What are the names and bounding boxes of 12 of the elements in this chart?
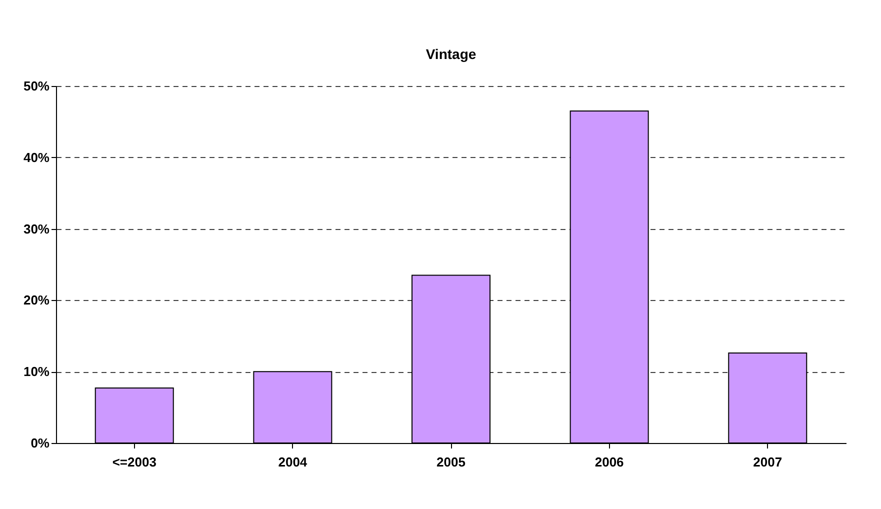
- y-tick-label: 10%: [23, 364, 50, 380]
- y-tick-label: 20%: [23, 292, 50, 308]
- y-tick-label: 50%: [23, 78, 50, 94]
- y-tick-label: 40%: [23, 150, 50, 165]
- y-tick-label: 30%: [23, 221, 50, 236]
- x-tick-label: <=2003: [112, 454, 156, 470]
- x-tick-label: 2007: [753, 454, 782, 470]
- x-tick-label: 2005: [436, 454, 466, 470]
- chart-title: Vintage: [426, 46, 476, 62]
- y-tick-label: 0%: [30, 436, 50, 450]
- x-tick-label: 2004: [278, 454, 308, 470]
- x-tick-label: 2006: [594, 454, 624, 470]
